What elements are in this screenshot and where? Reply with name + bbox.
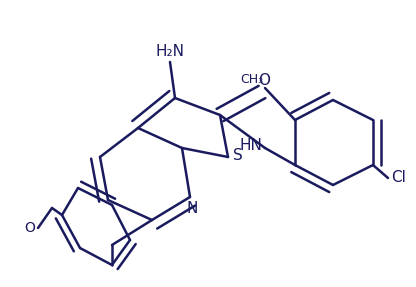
Text: O: O [24,221,35,235]
Text: CH₃: CH₃ [240,73,263,86]
Text: S: S [233,148,243,162]
Text: Cl: Cl [391,170,406,185]
Text: H₂N: H₂N [156,44,185,59]
Text: N: N [186,201,198,216]
Text: O: O [258,73,270,88]
Text: HN: HN [240,139,262,154]
